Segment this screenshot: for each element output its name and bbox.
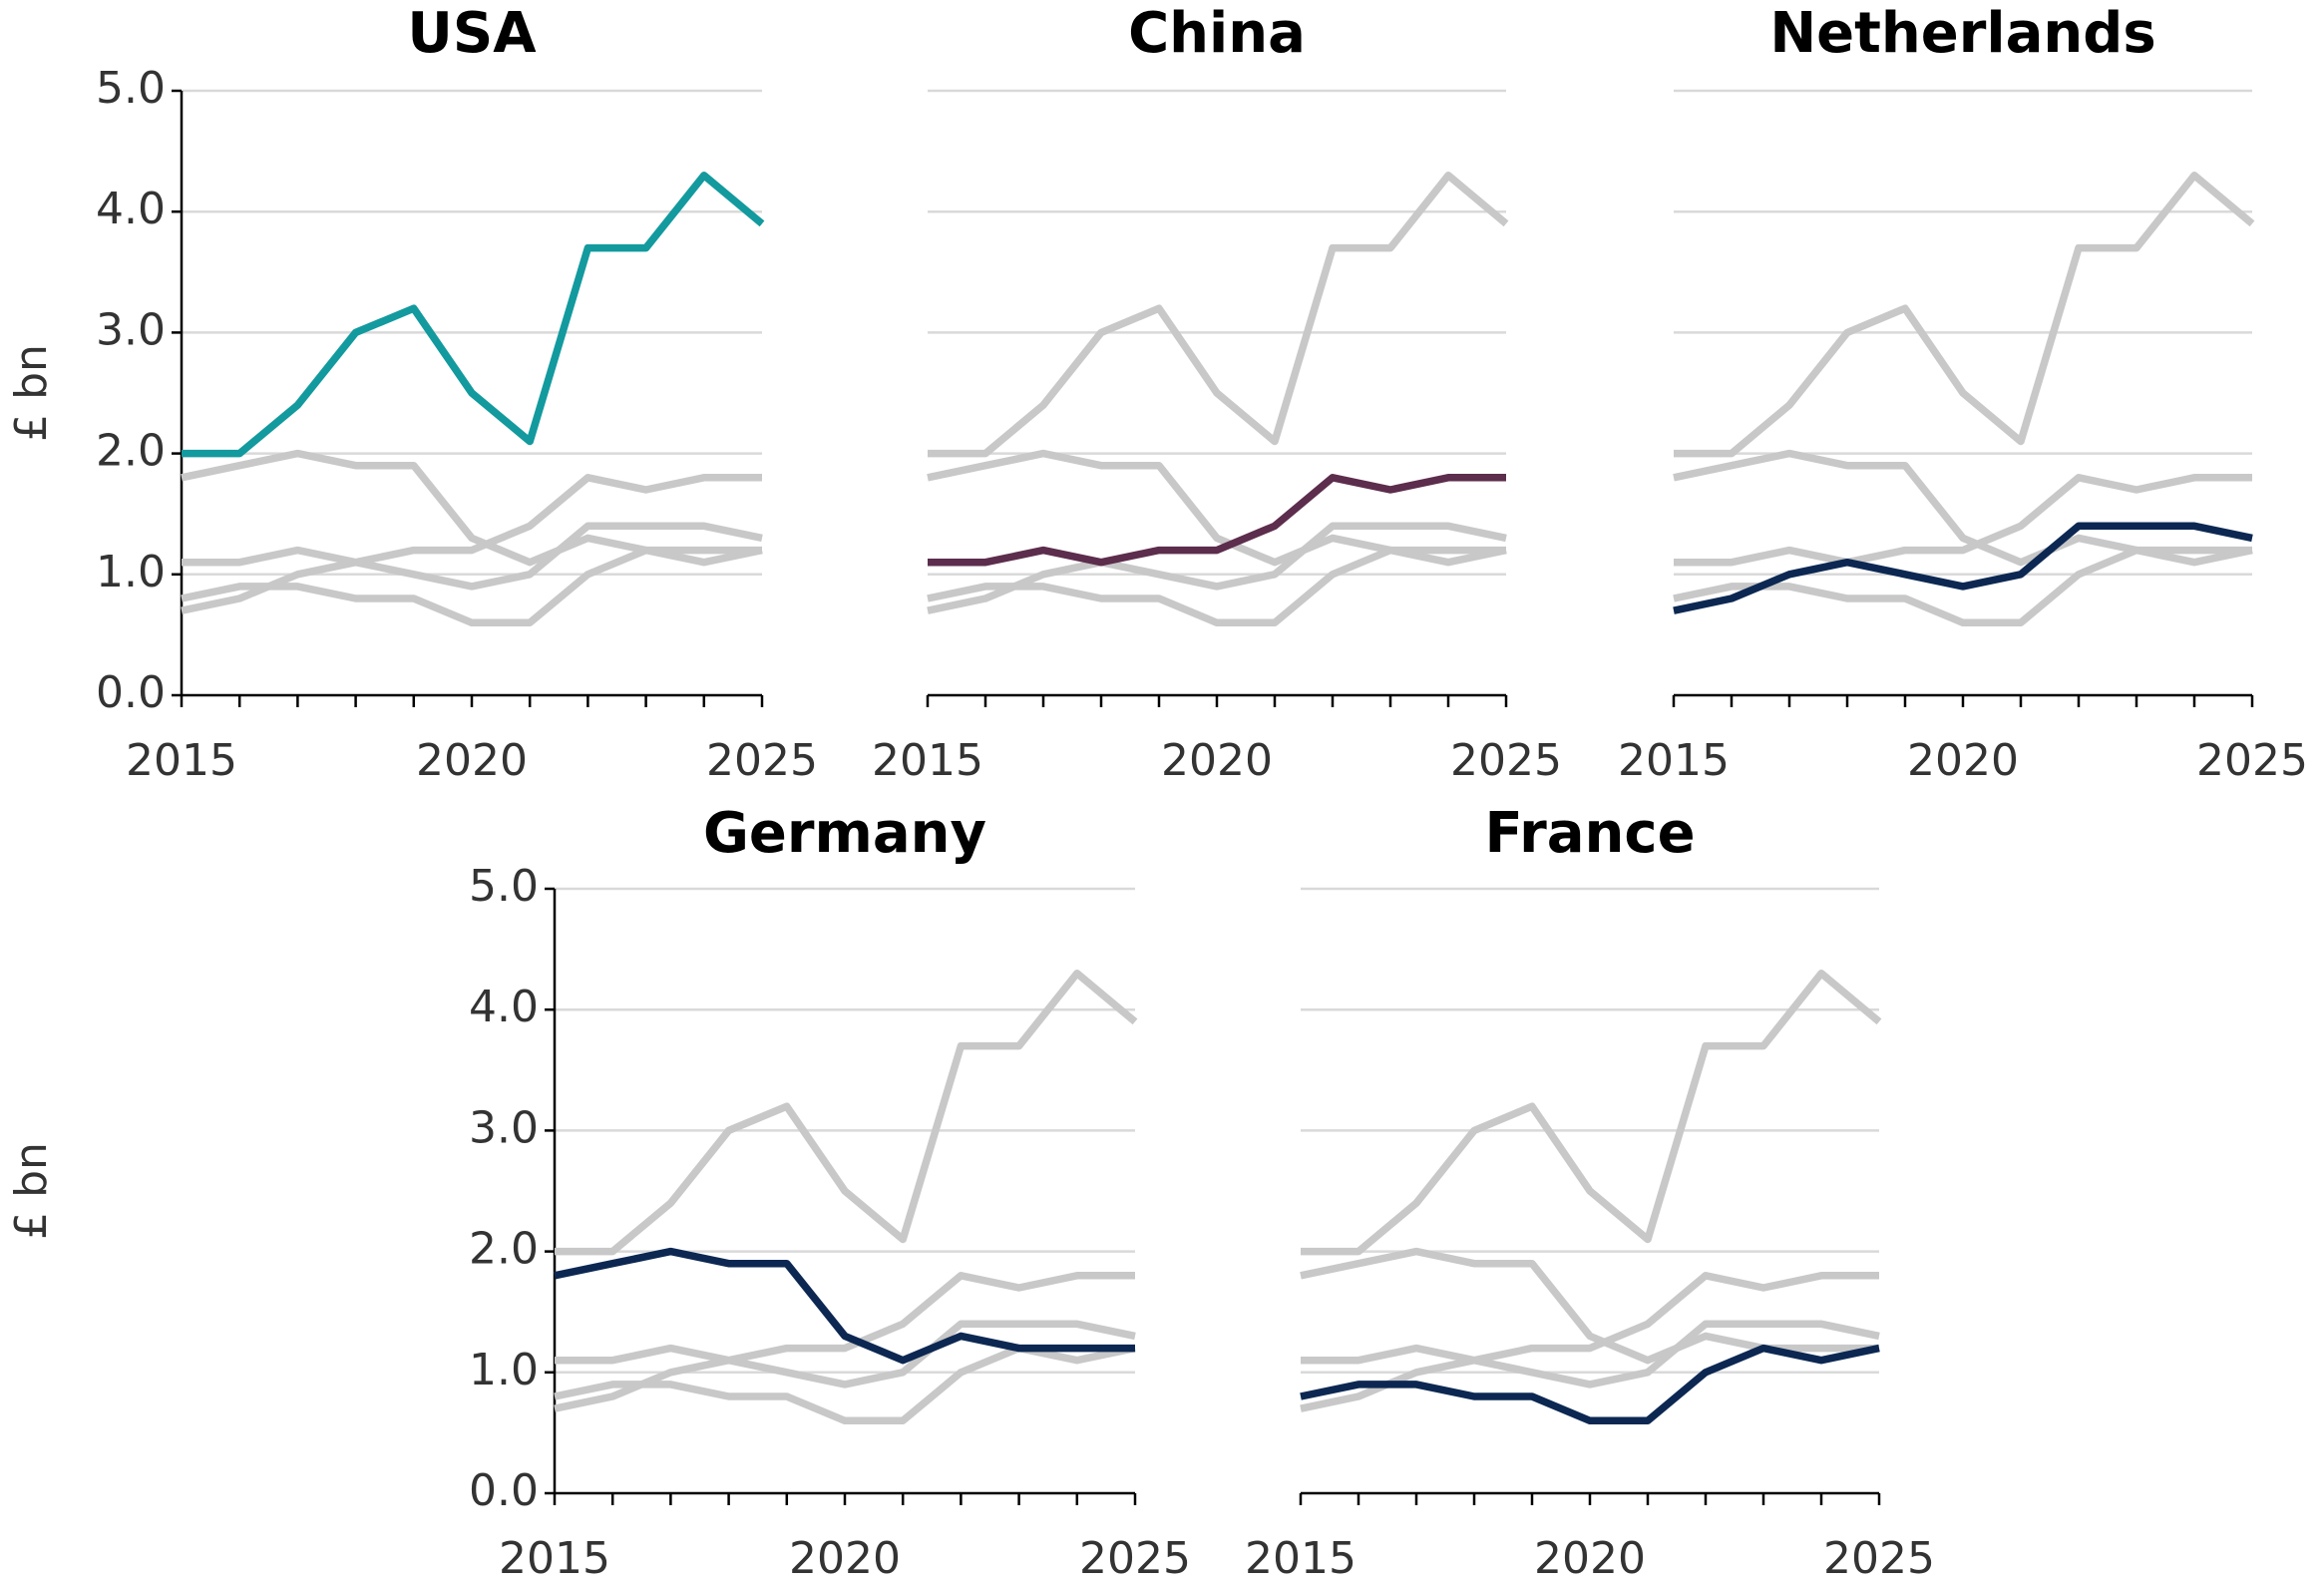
series-line bbox=[554, 1344, 1136, 1425]
series-line bbox=[555, 1272, 1135, 1365]
panel: Germany 0.0 1.0 2.0 3.0 4.0 5.0 £ bn 2015 2020 202… bbox=[6, 801, 1191, 1584]
x-tick-label: 2020 bbox=[416, 735, 528, 786]
y-tick-label: 5.0 bbox=[96, 63, 166, 114]
x-tick-label: 2015 bbox=[872, 735, 983, 786]
y-tick-label: 5.0 bbox=[469, 861, 539, 912]
y-tick-label: 2.0 bbox=[469, 1224, 539, 1275]
panel-title: Netherlands bbox=[1769, 1, 2155, 66]
series-line bbox=[927, 546, 1507, 627]
panel-title: France bbox=[1484, 801, 1695, 866]
panel-title: Germany bbox=[703, 801, 986, 866]
panel: USA 0.0 1.0 2.0 3.0 4.0 5.0 £ bn 2015 2020 2025 bbox=[6, 1, 818, 786]
y-tick-label: 4.0 bbox=[96, 184, 166, 234]
y-tick-label: 3.0 bbox=[96, 304, 166, 355]
panel-title: USA bbox=[407, 1, 537, 66]
panel-title: China bbox=[1128, 1, 1306, 66]
series-line bbox=[1674, 172, 2255, 458]
series-line bbox=[928, 172, 1509, 458]
y-tick-label: 3.0 bbox=[469, 1102, 539, 1153]
x-tick-label: 2025 bbox=[2196, 735, 2308, 786]
x-tick-label: 2020 bbox=[1907, 735, 2019, 786]
y-tick-label: 0.0 bbox=[96, 667, 166, 718]
y-tick-label: 2.0 bbox=[96, 426, 166, 477]
series-line bbox=[927, 449, 1506, 567]
panel: France 2015 2020 2025 bbox=[1245, 801, 1935, 1584]
x-tick-label: 2015 bbox=[126, 735, 237, 786]
panel: China 2015 2020 2025 bbox=[872, 1, 1562, 786]
series-line bbox=[182, 474, 762, 567]
series-line bbox=[181, 522, 763, 614]
series-line bbox=[1301, 970, 1882, 1256]
y-tick-label: 1.0 bbox=[96, 547, 166, 597]
series-line bbox=[1300, 1247, 1879, 1365]
x-tick-label: 2015 bbox=[1245, 1533, 1356, 1584]
x-tick-label: 2025 bbox=[1823, 1533, 1935, 1584]
series-line bbox=[1673, 449, 2252, 567]
series-line bbox=[182, 172, 765, 458]
x-tick-label: 2020 bbox=[789, 1533, 901, 1584]
x-tick-label: 2020 bbox=[1534, 1533, 1646, 1584]
series-line bbox=[1300, 1320, 1880, 1412]
series-line bbox=[927, 522, 1507, 614]
y-axis-label: £ bn bbox=[6, 1142, 57, 1240]
panel: Netherlands 2015 2020 2025 bbox=[1618, 1, 2308, 786]
y-tick-label: 1.0 bbox=[469, 1345, 539, 1395]
series-line bbox=[1301, 1272, 1879, 1365]
series-line bbox=[555, 970, 1138, 1256]
series-line bbox=[181, 546, 763, 627]
x-tick-label: 2025 bbox=[1450, 735, 1562, 786]
series-line bbox=[181, 449, 762, 567]
x-tick-label: 2025 bbox=[1079, 1533, 1191, 1584]
y-tick-label: 0.0 bbox=[469, 1465, 539, 1516]
x-tick-label: 2020 bbox=[1161, 735, 1273, 786]
x-tick-label: 2015 bbox=[499, 1533, 610, 1584]
x-tick-label: 2025 bbox=[706, 735, 818, 786]
series-line bbox=[1674, 474, 2252, 567]
y-axis-label: £ bn bbox=[6, 344, 57, 442]
series-line bbox=[928, 474, 1506, 567]
series-line bbox=[554, 1247, 1135, 1365]
series-line bbox=[1300, 1344, 1880, 1425]
series-line bbox=[554, 1320, 1136, 1412]
x-tick-label: 2015 bbox=[1618, 735, 1730, 786]
series-line bbox=[1673, 522, 2253, 614]
y-tick-label: 4.0 bbox=[469, 982, 539, 1032]
